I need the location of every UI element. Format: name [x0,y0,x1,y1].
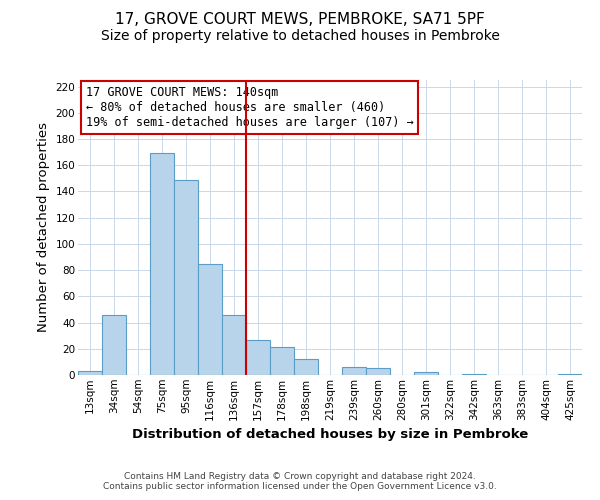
Bar [462,374,486,375]
Bar [222,314,246,375]
Bar [366,368,390,375]
Bar [270,348,294,375]
Y-axis label: Number of detached properties: Number of detached properties [37,122,50,332]
Bar [174,180,198,375]
Bar [558,374,582,375]
Text: Contains public sector information licensed under the Open Government Licence v3: Contains public sector information licen… [103,482,497,491]
Bar [102,314,126,375]
Bar [198,264,222,375]
Text: 17, GROVE COURT MEWS, PEMBROKE, SA71 5PF: 17, GROVE COURT MEWS, PEMBROKE, SA71 5PF [115,12,485,28]
Bar [342,367,366,375]
Bar [294,360,318,375]
Bar [246,340,270,375]
Bar [150,154,174,375]
Text: 17 GROVE COURT MEWS: 140sqm
← 80% of detached houses are smaller (460)
19% of se: 17 GROVE COURT MEWS: 140sqm ← 80% of det… [86,86,413,129]
Bar [78,371,102,375]
Bar [414,372,438,375]
Text: Size of property relative to detached houses in Pembroke: Size of property relative to detached ho… [101,29,499,43]
Text: Contains HM Land Registry data © Crown copyright and database right 2024.: Contains HM Land Registry data © Crown c… [124,472,476,481]
X-axis label: Distribution of detached houses by size in Pembroke: Distribution of detached houses by size … [132,428,528,441]
